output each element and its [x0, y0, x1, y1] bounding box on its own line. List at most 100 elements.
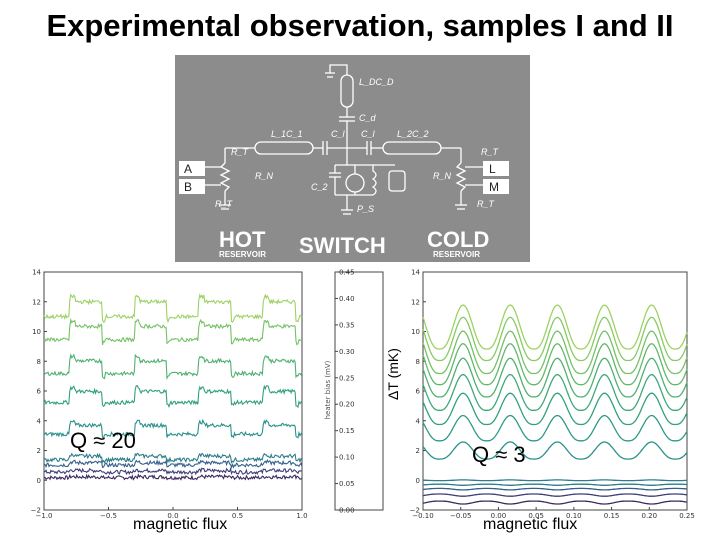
- middle-ytick-label: 0.45: [339, 269, 355, 277]
- middle-ytick-label: 0.35: [339, 321, 355, 329]
- left-ytick-label: 14: [32, 269, 41, 277]
- middle-ytick-label: 0.10: [339, 454, 355, 462]
- left-ytick-label: 6: [37, 388, 42, 396]
- slide-title: Experimental observation, samples I and …: [46, 8, 674, 43]
- label-hot-sub: RESERVOIR: [219, 250, 266, 259]
- left-q-label: Q ≈ 20: [70, 428, 136, 453]
- box-l: [483, 161, 509, 176]
- left-plot-svg: −2 0 2 4 6 8 10 12 14 −1.0 −0.5 0.0 0.5 1.0: [31, 269, 308, 521]
- right-xtick-label: 0.15: [604, 512, 620, 520]
- right-plot-svg: −2 0 2 4 6 8 10 12 14 −0.10 −0.05 0.00 0.05 0.10 0.15 0…: [410, 269, 695, 521]
- right-series-line: [422, 487, 688, 491]
- left-series-line: [43, 317, 303, 346]
- label-rt3: R_T: [481, 147, 500, 157]
- left-xtick-label: −1.0: [36, 512, 53, 520]
- right-series-line: [422, 493, 688, 497]
- left-xtick-label: 0.0: [167, 512, 178, 520]
- box-b: [179, 179, 205, 194]
- label-cold-sub: RESERVOIR: [433, 250, 480, 259]
- label-ps: P_S: [357, 204, 374, 214]
- label-rt2: R_T: [215, 199, 234, 209]
- middle-frame: [334, 271, 384, 511]
- middle-ytick-label: 0.20: [339, 401, 355, 409]
- circuit-diagram: A B L M L_DC_D C_d L_1C_1 C_l C_l L_2C_2…: [175, 55, 530, 262]
- left-series-line: [43, 293, 303, 324]
- left-series-line: [43, 473, 303, 481]
- right-series-line: [422, 441, 688, 460]
- label-c1a: C_l: [331, 129, 346, 139]
- box-a: [179, 161, 205, 176]
- label-l: L: [489, 162, 496, 176]
- label-m: M: [489, 180, 499, 194]
- label-rn2: R_N: [433, 171, 452, 181]
- left-xtick-label: 1.0: [296, 512, 307, 520]
- left-series-line: [43, 352, 303, 381]
- right-series-line: [423, 479, 688, 482]
- left-ytick-label: 10: [32, 328, 41, 336]
- middle-ytick-label: 0.15: [339, 427, 355, 435]
- label-switch: SWITCH: [299, 233, 386, 258]
- left-series-line: [43, 452, 303, 465]
- right-series-line: [422, 330, 688, 375]
- right-series-line: [422, 500, 688, 505]
- left-ytick-label: −2: [31, 507, 41, 515]
- right-ytick-label: 2: [416, 447, 420, 455]
- right-xtick-label: −0.10: [412, 512, 433, 520]
- left-ytick-label: 4: [37, 417, 42, 425]
- left-xtick-label: −0.5: [100, 512, 117, 520]
- label-l1c1: L_1C_1: [271, 129, 303, 139]
- right-plot: −2 0 2 4 6 8 10 12 14 −0.10 −0.05 0.00 0.05 0.10 0.15 0…: [395, 268, 695, 521]
- label-cd: C_d: [359, 113, 377, 123]
- label-rn1: R_N: [255, 171, 274, 181]
- label-c2: C_2: [311, 182, 328, 192]
- right-xlabel: magnetic flux: [483, 516, 578, 533]
- left-series-line: [43, 458, 303, 470]
- left-series-line: [43, 418, 303, 439]
- right-ytick-label: 8: [416, 358, 420, 366]
- left-xtick-label: 0.5: [232, 512, 243, 520]
- left-series-line: [43, 384, 303, 409]
- label-cold: COLD: [427, 227, 489, 252]
- right-series-line: [422, 343, 688, 386]
- left-xlabel: magnetic flux: [133, 516, 228, 533]
- label-b: B: [184, 180, 192, 194]
- right-ytick-label: 12: [411, 298, 420, 306]
- middle-ylabel: heater bias (mV): [324, 360, 332, 420]
- right-xtick-label: 0.25: [679, 512, 695, 520]
- label-l2c2: L_2C_2: [397, 129, 429, 139]
- right-series-line: [422, 414, 688, 442]
- middle-ytick-label: 0.30: [339, 348, 355, 356]
- right-xtick-label: 0.20: [641, 512, 657, 520]
- right-ytick-label: −2: [410, 507, 420, 515]
- label-ldcd: L_DC_D: [359, 77, 394, 87]
- label-hot: HOT: [219, 227, 266, 252]
- left-ytick-label: 12: [32, 298, 41, 306]
- right-series-line: [422, 316, 688, 362]
- right-series-line: [422, 357, 688, 398]
- right-series-line: [422, 304, 688, 350]
- right-frame: [422, 271, 688, 511]
- left-plot: −2 0 2 4 6 8 10 12 14 −1.0 −0.5 0.0 0.5 1.0: [30, 268, 312, 521]
- left-series-line: [43, 466, 303, 476]
- label-rt1: R_T: [231, 147, 250, 157]
- right-ytick-label: 6: [416, 388, 421, 396]
- right-xtick-label: −0.05: [450, 512, 471, 520]
- left-ytick-label: 8: [37, 358, 41, 366]
- middle-axis-svg: 0.00 0.05 0.10 0.15 0.20 0.25 0.30 0.35 0.40 0.45: [334, 269, 384, 515]
- right-xtick-label: 0.00: [491, 512, 507, 520]
- right-xtick-label: 0.05: [528, 512, 544, 520]
- middle-ytick-label: 0.05: [339, 480, 355, 488]
- right-ytick-label: 0: [416, 477, 420, 485]
- right-xtick-label: 0.10: [566, 512, 582, 520]
- right-ytick-label: 4: [416, 417, 421, 425]
- box-m: [483, 179, 509, 194]
- right-q-label: Q ≈ 3: [472, 442, 526, 467]
- right-series-line: [422, 483, 688, 486]
- circuit-schematic: A B L M L_DC_D C_d L_1C_1 C_l C_l L_2C_2…: [179, 64, 509, 259]
- middle-ytick-label: 0.40: [339, 295, 355, 303]
- middle-axis: 0.00 0.05 0.10 0.15 0.20 0.25 0.30 0.35 0.40 0.45: [315, 268, 385, 520]
- label-c1b: C_l: [361, 129, 376, 139]
- right-series-line: [422, 392, 688, 426]
- middle-ytick-label: 0.25: [339, 374, 355, 382]
- middle-ytick-label: 0.00: [339, 507, 355, 515]
